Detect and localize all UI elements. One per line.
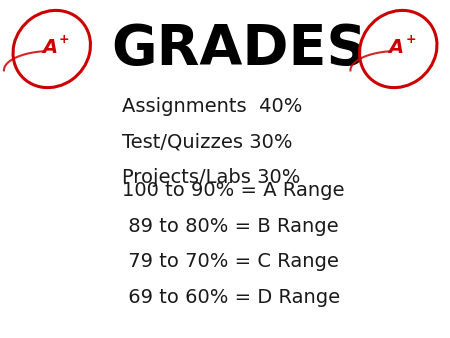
Text: 100 to 90% = A Range: 100 to 90% = A Range (122, 182, 344, 200)
Text: Assignments  40%: Assignments 40% (122, 97, 302, 116)
Text: A: A (388, 38, 404, 57)
Text: 69 to 60% = D Range: 69 to 60% = D Range (122, 288, 340, 307)
Text: 89 to 80% = B Range: 89 to 80% = B Range (122, 217, 338, 236)
Text: Projects/Labs 30%: Projects/Labs 30% (122, 168, 300, 187)
Text: A: A (42, 38, 57, 57)
Text: GRADES: GRADES (111, 22, 366, 76)
Ellipse shape (13, 10, 90, 88)
Text: +: + (59, 33, 70, 46)
Text: +: + (405, 33, 416, 46)
Ellipse shape (360, 10, 437, 88)
Text: 79 to 70% = C Range: 79 to 70% = C Range (122, 252, 338, 271)
Text: Test/Quizzes 30%: Test/Quizzes 30% (122, 132, 292, 151)
